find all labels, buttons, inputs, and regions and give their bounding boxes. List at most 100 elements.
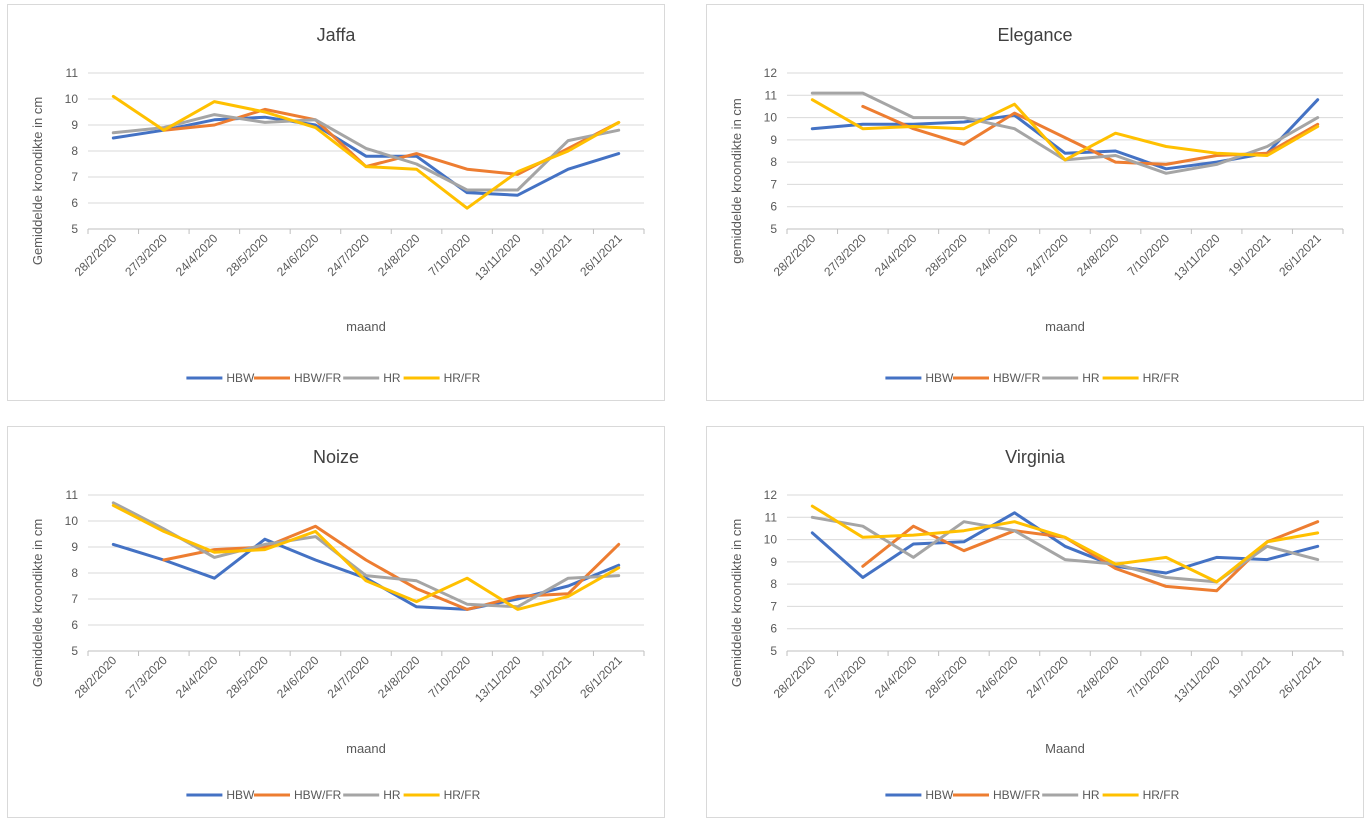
y-tick-label: 7 xyxy=(770,599,777,613)
y-tick-label: 9 xyxy=(71,540,78,554)
chart-panel-noize: Noize 5 6 7 8 9 10 11 28/2/2020 27/3/2020 24/4/202… xyxy=(7,426,665,818)
x-tick-label: 19/1/2021 xyxy=(527,231,575,279)
chart-title: Virginia xyxy=(1005,447,1066,467)
gridlines xyxy=(88,494,644,652)
series-line-hr-fr xyxy=(810,504,1320,584)
y-tick-label: 8 xyxy=(71,144,78,158)
series-line-hbw-fr xyxy=(162,524,621,611)
legend: HBW HBW/FR HR HR/FR xyxy=(885,788,1180,802)
x-axis-title: maand xyxy=(346,741,386,756)
x-tick-label: 24/7/2020 xyxy=(324,653,372,701)
y-tick-label: 8 xyxy=(71,566,78,580)
y-axis-title: Gemiddelde kroondikte in cm xyxy=(729,519,744,687)
legend-label-hbw-fr: HBW/FR xyxy=(993,788,1041,802)
x-tick-label: 19/1/2021 xyxy=(1226,231,1274,279)
x-tick-label: 24/8/2020 xyxy=(375,653,423,701)
chart-title: Noize xyxy=(313,447,359,467)
x-tick-label: 28/5/2020 xyxy=(922,231,970,279)
series-line-hr-fr xyxy=(111,503,621,611)
x-axis-title: maand xyxy=(1045,319,1085,334)
y-tick-label: 10 xyxy=(65,514,79,528)
legend-label-hbw-fr: HBW/FR xyxy=(993,371,1041,385)
x-tick-label: 24/7/2020 xyxy=(1023,653,1071,701)
y-tick-label: 9 xyxy=(71,118,78,132)
legend-label-hbw-fr: HBW/FR xyxy=(294,371,342,385)
y-tick-label: 12 xyxy=(764,488,778,502)
y-tick-label: 10 xyxy=(65,92,79,106)
x-tick-label: 28/2/2020 xyxy=(72,653,120,701)
y-axis-title: Gemiddelde kroondikte in cm xyxy=(30,97,45,265)
x-tick-label: 24/8/2020 xyxy=(375,231,423,279)
legend-label-hbw: HBW xyxy=(925,788,954,802)
y-tick-label: 7 xyxy=(71,170,78,184)
series-line-hbw xyxy=(111,115,621,197)
x-tick-label: 24/8/2020 xyxy=(1074,653,1122,701)
x-tick-label: 13/11/2020 xyxy=(1171,231,1223,283)
x-tick-label: 24/7/2020 xyxy=(324,231,372,279)
legend-label-hbw: HBW xyxy=(226,371,255,385)
x-tick-label: 7/10/2020 xyxy=(1125,231,1173,279)
x-tick-label: 13/11/2020 xyxy=(472,653,524,705)
x-tick-label: 24/6/2020 xyxy=(274,231,322,279)
x-tick-label: 28/5/2020 xyxy=(223,653,271,701)
series-line-hbw-fr xyxy=(162,107,621,176)
chart-noize: Noize 5 6 7 8 9 10 11 28/2/2020 27/3/2020 24/4/202… xyxy=(30,447,645,802)
legend-label-hr: HR xyxy=(1082,788,1100,802)
chart-panel-virginia: Virginia 5 6 7 8 9 10 11 12 28/2/2020 27/3/2020 24/… xyxy=(706,426,1364,818)
legend: HBW HBW/FR HR HR/FR xyxy=(186,371,481,385)
x-tick-label: 26/1/2021 xyxy=(577,653,625,701)
y-tick-label: 6 xyxy=(71,196,78,210)
y-tick-label: 9 xyxy=(770,555,777,569)
x-tick-label: 19/1/2021 xyxy=(1226,653,1274,701)
y-tick-label: 6 xyxy=(71,618,78,632)
legend-label-hr: HR xyxy=(383,788,401,802)
legend-label-hr: HR xyxy=(1082,371,1100,385)
x-tick-label: 7/10/2020 xyxy=(426,231,474,279)
legend-label-hr-fr: HR/FR xyxy=(444,788,481,802)
y-tick-label: 6 xyxy=(770,622,777,636)
x-tick-label: 7/10/2020 xyxy=(426,653,474,701)
gridlines xyxy=(88,72,644,230)
x-tick-label: 13/11/2020 xyxy=(472,231,524,283)
chart-title: Jaffa xyxy=(317,25,357,45)
x-tick-label: 24/6/2020 xyxy=(274,653,322,701)
x-tick-label: 26/1/2021 xyxy=(1276,231,1324,279)
x-axis: 28/2/2020 27/3/2020 24/4/2020 28/5/2020 24/6… xyxy=(72,651,645,705)
legend: HBW HBW/FR HR HR/FR xyxy=(186,788,481,802)
y-axis: 5 6 7 8 9 10 11 12 xyxy=(764,66,778,236)
y-tick-label: 5 xyxy=(770,222,777,236)
x-tick-label: 7/10/2020 xyxy=(1125,653,1173,701)
y-tick-label: 8 xyxy=(770,155,777,169)
x-tick-label: 28/2/2020 xyxy=(771,231,819,279)
x-axis-title: Maand xyxy=(1045,741,1085,756)
chart-panel-jaffa: Jaffa 5 6 7 8 9 10 11 28/2/2020 27/3/2020 24/4/202… xyxy=(7,4,665,401)
series-line-hr xyxy=(111,113,621,192)
series-line-hr-fr xyxy=(111,94,621,210)
y-tick-label: 10 xyxy=(764,533,778,547)
y-tick-label: 11 xyxy=(765,510,778,524)
y-tick-label: 5 xyxy=(71,222,78,236)
x-tick-label: 24/7/2020 xyxy=(1023,231,1071,279)
y-tick-label: 5 xyxy=(770,644,777,658)
chart-jaffa: Jaffa 5 6 7 8 9 10 11 28/2/2020 27/3/2020 24/4/202… xyxy=(30,25,645,385)
chart-title: Elegance xyxy=(997,25,1072,45)
y-tick-label: 11 xyxy=(765,88,778,102)
x-tick-label: 27/3/2020 xyxy=(821,653,869,701)
y-axis: 5 6 7 8 9 10 11 xyxy=(65,66,79,236)
legend-label-hbw: HBW xyxy=(925,371,954,385)
x-tick-label: 27/3/2020 xyxy=(122,231,170,279)
x-tick-label: 27/3/2020 xyxy=(122,653,170,701)
x-tick-label: 26/1/2021 xyxy=(1276,653,1324,701)
legend-label-hr-fr: HR/FR xyxy=(1143,371,1180,385)
chart-panel-elegance: Elegance 5 6 7 8 9 10 11 12 28/2/2020 27/3/2020 24/… xyxy=(706,4,1364,401)
x-axis-title: maand xyxy=(346,319,386,334)
y-tick-label: 7 xyxy=(770,177,777,191)
x-tick-label: 24/4/2020 xyxy=(872,231,920,279)
legend-label-hr: HR xyxy=(383,371,401,385)
y-tick-label: 8 xyxy=(770,577,777,591)
legend-label-hbw-fr: HBW/FR xyxy=(294,788,342,802)
x-tick-label: 27/3/2020 xyxy=(821,231,869,279)
series-line-hr-fr xyxy=(810,98,1320,162)
